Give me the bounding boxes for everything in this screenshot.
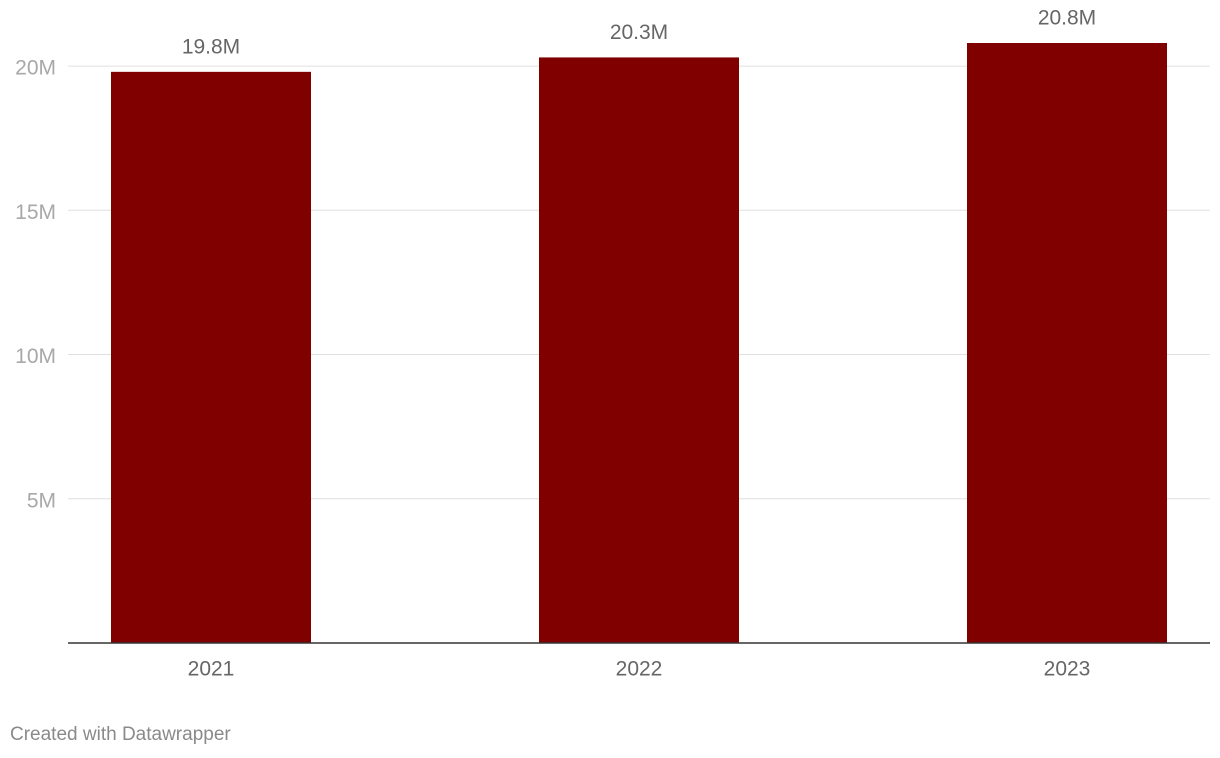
value-label: 20.8M (1038, 7, 1096, 30)
value-label: 20.3M (610, 21, 668, 44)
x-tick-label: 2021 (188, 658, 235, 681)
x-tick-label: 2022 (616, 658, 663, 681)
bar (111, 71, 311, 644)
y-tick-label: 10M (15, 345, 56, 368)
y-tick-label: 5M (27, 489, 56, 512)
bar (539, 57, 739, 643)
credit: Created with Datawrapper (10, 724, 231, 745)
value-label: 19.8M (182, 35, 240, 58)
y-tick-label: 15M (15, 201, 56, 224)
y-tick-label: 20M (15, 57, 56, 80)
x-tick-label: 2023 (1044, 658, 1091, 681)
bar (967, 43, 1167, 643)
